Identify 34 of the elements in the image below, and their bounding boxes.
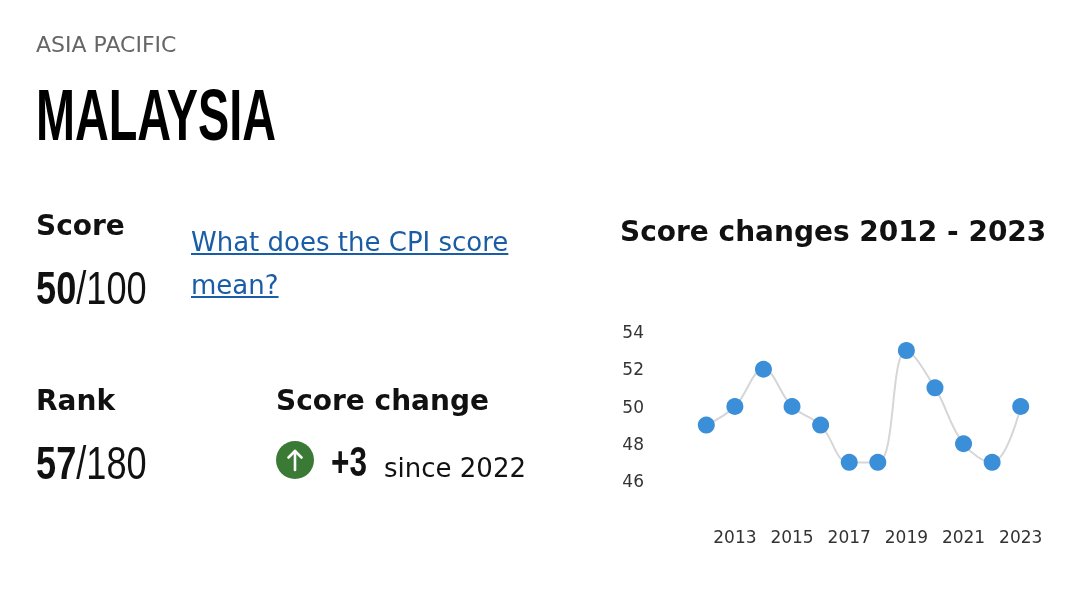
text: 50/100 [36,261,147,314]
point [754,360,772,378]
point [783,398,801,415]
chart-title: Score changes 2012 - 2023 [620,214,1047,248]
y-tick-label: 52 [622,359,644,380]
point [697,416,715,434]
point [726,398,744,415]
point [812,416,830,434]
y-tick-label: 46 [622,471,644,491]
text: MALAYSIA [36,75,277,155]
y-tick-label: 54 [622,322,644,342]
text: Rank [36,384,116,417]
x-tick-label: 2021 [941,526,986,547]
point [983,453,1001,471]
text: since 2022 [384,453,526,483]
y-tick-label: 48 [622,433,644,454]
x-tick-label: 2013 [713,526,757,547]
point [897,342,915,360]
text: What does the CPI score mean? [191,226,510,302]
x-tick-label: 2015 [770,526,814,547]
x-tick-label: 2023 [999,526,1043,547]
text: 57/180 [36,436,147,489]
text: Score change [276,384,489,417]
point [926,379,944,397]
text: +3 [331,438,367,485]
point [1012,398,1030,415]
x-tick-label: 2019 [884,526,929,547]
x-tick-label: 2017 [827,526,871,547]
y-tick-label: 50 [622,396,644,417]
point [840,453,858,471]
point [955,435,973,453]
text: ASIA PACIFIC [36,32,177,57]
point [869,453,887,471]
text: Score [36,209,125,242]
